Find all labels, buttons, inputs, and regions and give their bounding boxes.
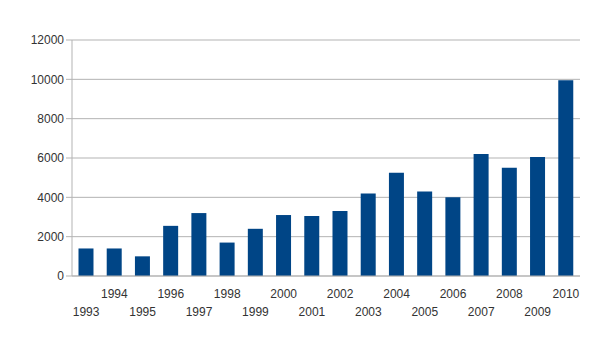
svg-text:2006: 2006 xyxy=(440,287,467,301)
svg-text:2000: 2000 xyxy=(37,230,64,244)
svg-text:2009: 2009 xyxy=(524,305,551,319)
svg-text:2000: 2000 xyxy=(270,287,297,301)
svg-text:8000: 8000 xyxy=(37,112,64,126)
svg-text:2007: 2007 xyxy=(468,305,495,319)
svg-text:1997: 1997 xyxy=(186,305,213,319)
svg-text:1994: 1994 xyxy=(101,287,128,301)
svg-text:2001: 2001 xyxy=(299,305,326,319)
svg-text:1995: 1995 xyxy=(129,305,156,319)
svg-text:2003: 2003 xyxy=(355,305,382,319)
svg-text:4000: 4000 xyxy=(37,191,64,205)
svg-text:1998: 1998 xyxy=(214,287,241,301)
svg-text:1993: 1993 xyxy=(73,305,100,319)
svg-text:10000: 10000 xyxy=(31,73,65,87)
svg-text:0: 0 xyxy=(57,269,64,283)
svg-text:2002: 2002 xyxy=(327,287,354,301)
svg-text:2004: 2004 xyxy=(383,287,410,301)
svg-text:2005: 2005 xyxy=(411,305,438,319)
svg-text:1996: 1996 xyxy=(157,287,184,301)
svg-text:2010: 2010 xyxy=(553,287,580,301)
svg-text:1999: 1999 xyxy=(242,305,269,319)
svg-text:6000: 6000 xyxy=(37,151,64,165)
svg-text:2008: 2008 xyxy=(496,287,523,301)
svg-text:12000: 12000 xyxy=(31,33,65,47)
